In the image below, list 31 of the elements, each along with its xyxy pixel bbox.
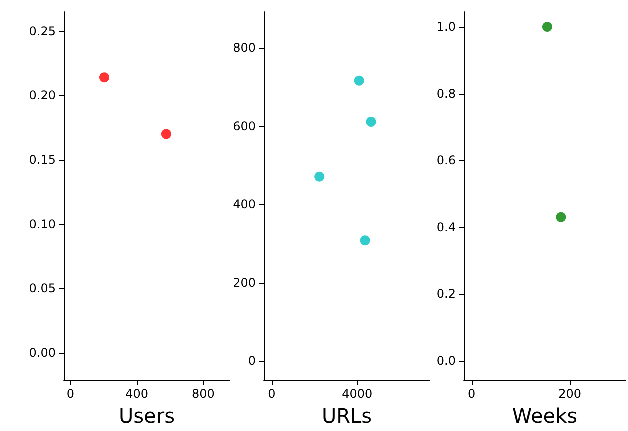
y-tick-label: 0.00 xyxy=(29,346,56,360)
x-tick-label: 0 xyxy=(268,387,276,401)
x-axis-title: Weeks xyxy=(512,404,578,428)
y-tick-label: 0.25 xyxy=(29,24,56,38)
x-tick-label: 400 xyxy=(126,387,148,401)
y-tick-label: 0.6 xyxy=(436,154,456,168)
x-tick-label: 0 xyxy=(66,387,74,401)
point xyxy=(354,76,364,86)
y-tick-label: 400 xyxy=(233,198,256,212)
y-tick-label: 800 xyxy=(233,41,256,56)
y-tick-label: 0.15 xyxy=(29,152,56,167)
y-tick-label: 1.0 xyxy=(436,20,456,34)
y-tick-label: 0.0 xyxy=(436,354,456,368)
x-tick-label: 200 xyxy=(558,387,582,401)
y-tick-label: 0.10 xyxy=(29,217,56,232)
x-axis-title: URLs xyxy=(322,404,372,428)
y-tick-label: 0 xyxy=(248,354,256,368)
y-tick-label: 200 xyxy=(233,276,256,290)
y-tick-label: 600 xyxy=(233,119,256,134)
point xyxy=(314,172,325,182)
point xyxy=(360,236,370,246)
y-tick-label: 0.4 xyxy=(436,220,456,234)
x-tick-label: 800 xyxy=(192,387,215,401)
x-tick-label: 0 xyxy=(468,387,476,401)
x-axis-title: Users xyxy=(118,404,176,428)
y-tick-label: 0.2 xyxy=(436,287,456,302)
y-tick-label: 0.05 xyxy=(29,282,56,296)
point xyxy=(366,117,376,128)
x-tick-label: 4000 xyxy=(342,387,373,401)
y-tick-label: 0.8 xyxy=(436,86,456,101)
y-tick-label: 0.20 xyxy=(29,88,56,103)
